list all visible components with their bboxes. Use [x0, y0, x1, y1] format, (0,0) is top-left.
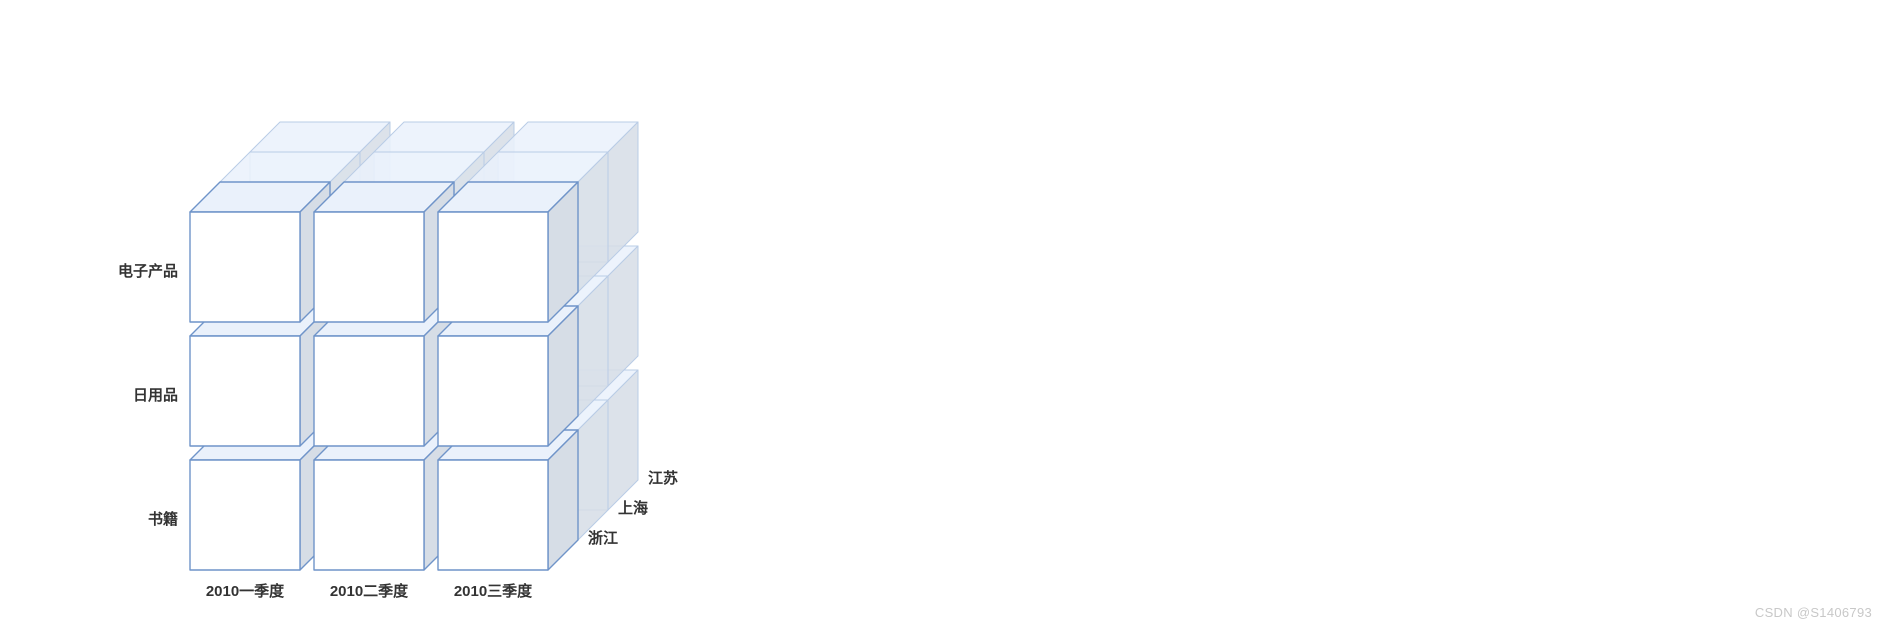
y-axis-label-1: 日用品 — [133, 384, 178, 405]
data-cube-diagram — [0, 0, 1888, 626]
z-axis-label-1: 上海 — [618, 497, 648, 518]
watermark: CSDN @S1406793 — [1755, 605, 1872, 620]
z-axis-label-0: 浙江 — [588, 527, 618, 548]
x-axis-label-0: 2010一季度 — [206, 580, 284, 601]
y-axis-label-2: 电子产品 — [118, 260, 178, 281]
y-axis-label-0: 书籍 — [148, 508, 178, 529]
x-axis-label-1: 2010二季度 — [330, 580, 408, 601]
x-axis-label-2: 2010三季度 — [454, 580, 532, 601]
z-axis-label-2: 江苏 — [648, 467, 678, 488]
